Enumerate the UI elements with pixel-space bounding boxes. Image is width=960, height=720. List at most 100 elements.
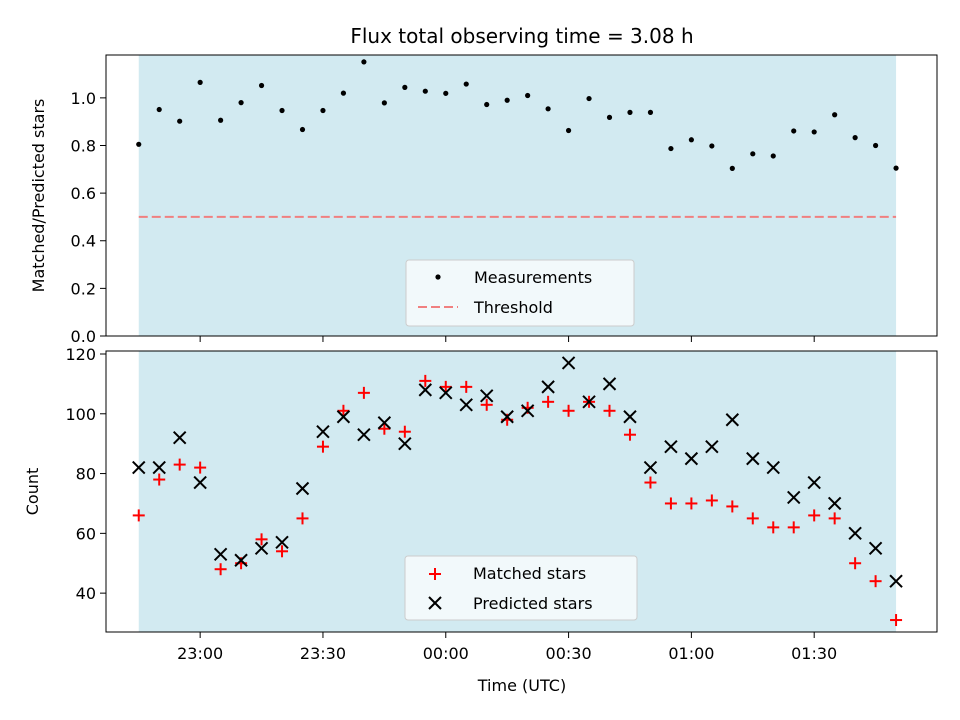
measurement-point [340, 90, 347, 96]
measurement-point [852, 135, 858, 141]
predicted-star-point [172, 430, 187, 445]
predicted-star-point [500, 410, 514, 424]
matched-star-point [337, 404, 350, 417]
matched-star-point [439, 380, 452, 393]
predicted-star-point [336, 410, 351, 424]
measurement-point [320, 107, 326, 114]
legend-measurements-marker [435, 274, 441, 280]
matched-star-point [890, 614, 903, 627]
predicted-star-point [827, 496, 842, 511]
predicted-star-point [254, 541, 269, 556]
matched-star-point [828, 512, 841, 525]
matched-star-point [603, 404, 616, 417]
predicted-star-point [766, 460, 780, 475]
x-tick-label: 00:30 [546, 644, 592, 663]
predicted-star-point [377, 416, 392, 430]
predicted-star-point [295, 481, 310, 496]
predicted-star-point [275, 535, 289, 550]
predicted-star-point [439, 386, 453, 400]
predicted-star-point [479, 389, 494, 403]
legend-matched-label: Matched stars [473, 564, 586, 583]
measurement-point [136, 141, 142, 147]
y-tick-label: 0.2 [71, 279, 96, 298]
predicted-star-point [623, 410, 637, 424]
y-tick-label: 0.8 [71, 136, 96, 155]
predicted-star-point [520, 404, 535, 418]
matched-star-point [419, 374, 432, 387]
legend-predicted-label: Predicted stars [473, 594, 593, 613]
measurement-point [361, 59, 367, 65]
measurement-point [893, 165, 899, 171]
ratio-axes-frame [105, 54, 938, 337]
measurement-point [422, 88, 428, 94]
matched-star-point [296, 512, 309, 525]
y-tick-label: 80 [76, 465, 96, 484]
matched-star-point [685, 497, 698, 510]
measurement-point [156, 106, 162, 113]
measurement-point [299, 126, 306, 133]
measurement-point [197, 79, 203, 85]
measurement-point [668, 145, 674, 152]
matched-star-point [808, 509, 821, 522]
matched-star-point [153, 473, 166, 486]
predicted-star-point [684, 451, 699, 466]
measurement-point [545, 106, 551, 112]
ratio-y-axis-label: Matched/Predicted stars [29, 99, 48, 293]
predicted-star-point [561, 356, 576, 370]
measurement-point [279, 107, 285, 114]
ratio-x-ticks [199, 336, 815, 342]
y-tick-label: 0.4 [71, 232, 96, 251]
predicted-star-point [705, 439, 719, 454]
measurement-point [586, 95, 592, 102]
predicted-star-point [541, 380, 555, 394]
predicted-star-point [398, 436, 412, 451]
matched-star-point [542, 395, 555, 408]
count-y-ticks: 40 60 80 100 120 [65, 345, 106, 603]
y-tick-label: 100 [65, 405, 96, 424]
measurement-point [688, 137, 694, 143]
predicted-star-point [234, 553, 248, 567]
measurement-point [463, 81, 469, 87]
predicted-star-point [643, 460, 658, 475]
x-tick-label: 23:30 [300, 644, 346, 663]
matched-star-point [398, 425, 411, 438]
matched-star-point [276, 545, 289, 558]
measurement-point [443, 90, 449, 96]
predicted-star-point [213, 547, 228, 561]
measurement-point [627, 109, 633, 115]
ratio-legend: Measurements Threshold [405, 259, 635, 327]
predicted-star-point [193, 475, 207, 490]
matched-star-point [705, 494, 718, 507]
count-y-axis-label: Count [23, 468, 42, 516]
measurement-point [791, 128, 797, 134]
matched-star-point [480, 398, 493, 411]
matched-star-point [194, 461, 207, 474]
predicted-star-point [725, 413, 740, 427]
matched-star-point [460, 380, 473, 393]
matched-star-point [849, 557, 862, 570]
y-tick-label: 60 [76, 524, 96, 543]
matched-star-point [214, 563, 227, 576]
legend-measurements-label: Measurements [474, 268, 592, 287]
y-tick-label: 120 [65, 345, 96, 364]
matched-star-point [623, 428, 636, 441]
predicted-star-point [664, 439, 678, 454]
y-tick-label: 40 [76, 584, 96, 603]
measurement-point [238, 100, 244, 106]
matched-star-point [378, 422, 391, 435]
measurement-point [504, 97, 510, 103]
matched-star-point [316, 440, 329, 453]
measurement-point [606, 114, 613, 120]
predicted-star-point [848, 526, 862, 541]
predicted-star-points [132, 356, 903, 588]
predicted-star-point [787, 490, 801, 505]
y-tick-label: 0.6 [71, 184, 96, 203]
measurement-point [402, 84, 408, 90]
predicted-star-point [889, 574, 903, 588]
ratio-panel: 0.0 0.2 0.4 0.6 0.8 1.0 Matched/Predicted sta… [29, 54, 938, 346]
x-tick-label: 01:00 [668, 644, 714, 663]
ratio-legend-box [405, 259, 635, 327]
matched-star-point [644, 476, 657, 489]
matched-star-point [746, 512, 759, 525]
